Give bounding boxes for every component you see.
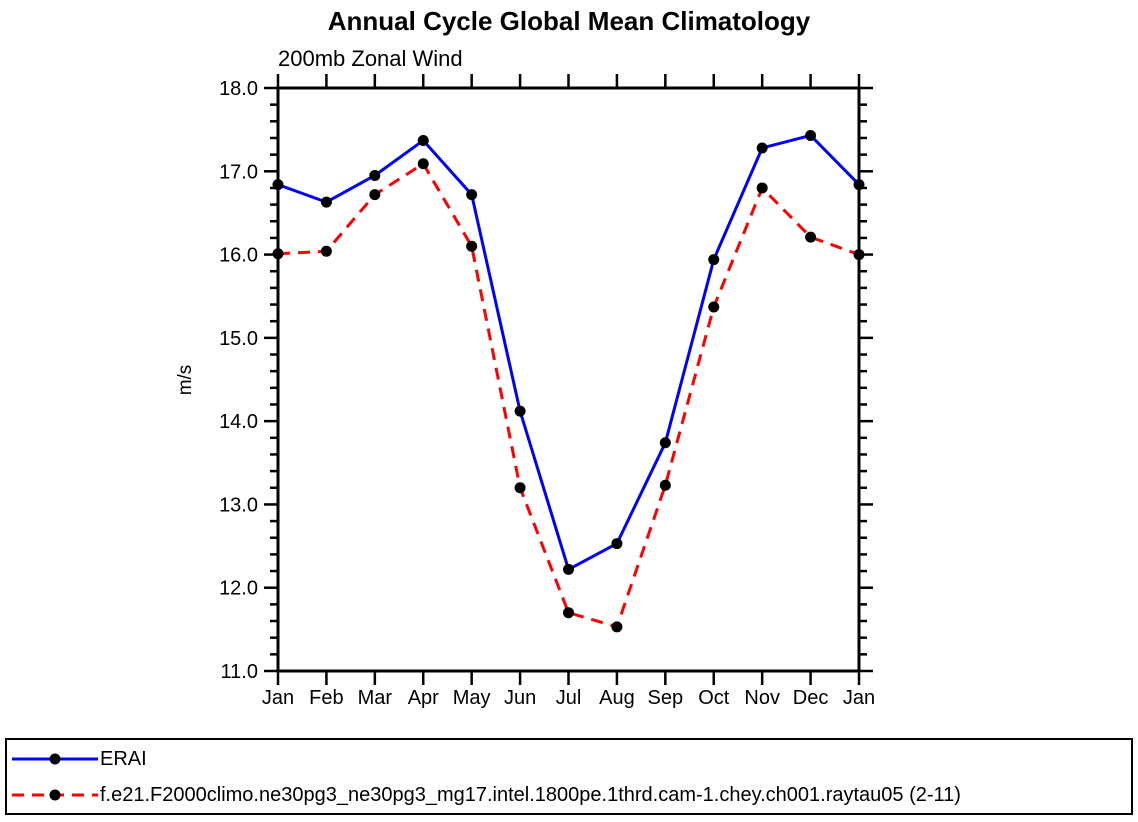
legend-label-1: f.e21.F2000climo.ne30pg3_ne30pg3_mg17.in… [100, 784, 961, 806]
data-point-marker-1 [853, 249, 865, 261]
y-tick-label: 15.0 [219, 328, 258, 350]
y-tick-label: 17.0 [219, 161, 258, 183]
legend-box: ERAI f.e21.F2000climo.ne30pg3_ne30pg3_mg1… [5, 738, 1133, 815]
x-tick-label: Oct [698, 687, 730, 709]
y-tick-label: 13.0 [219, 494, 258, 516]
plot-area: 11.0 12.0 13.0 14.0 15.0 16.0 17.0 18.0 Jan Feb Ma… [219, 74, 875, 709]
x-tick-label: Mar [358, 687, 393, 709]
data-point-marker-1 [369, 189, 381, 201]
data-point-marker-0 [805, 129, 817, 141]
legend-line-sample-0 [12, 753, 98, 765]
x-tick-label: Jun [504, 687, 536, 709]
data-point-marker-0 [659, 437, 671, 449]
data-point-marker-0 [466, 189, 478, 201]
data-point-marker-0 [514, 405, 526, 417]
data-point-marker-0 [417, 134, 429, 146]
data-point-marker-0 [611, 538, 623, 550]
data-point-marker-1 [272, 248, 284, 260]
data-point-marker-1 [756, 182, 768, 194]
y-tick-label: 18.0 [219, 78, 258, 100]
legend-line-sample-1 [12, 789, 98, 801]
x-tick-label: Sep [648, 687, 684, 709]
chart-subtitle: 200mb Zonal Wind [278, 46, 463, 71]
series-line-1 [277, 161, 860, 629]
x-tick-label: Jan [843, 687, 875, 709]
data-point-marker-0 [369, 169, 381, 181]
data-point-marker-1 [611, 621, 623, 633]
x-tick-label: May [453, 687, 491, 709]
y-tick-label: 11.0 [221, 661, 258, 683]
data-point-marker-1 [320, 245, 332, 257]
data-point-marker-0 [756, 142, 768, 154]
data-point-marker-1 [805, 231, 817, 243]
y-tick-label: 12.0 [219, 578, 258, 600]
x-tick-label: Nov [744, 687, 780, 709]
data-point-marker-1 [417, 158, 429, 170]
plot-frame [276, 86, 861, 673]
x-tick-label: Jan [262, 687, 294, 709]
x-tick-label: Aug [599, 687, 635, 709]
data-point-marker-0 [320, 196, 332, 208]
data-point-marker-0 [853, 179, 865, 191]
legend-entry-0: ERAI [10, 741, 1128, 777]
legend-entry-1: f.e21.F2000climo.ne30pg3_ne30pg3_mg17.in… [10, 777, 1128, 813]
data-point-marker-1 [563, 607, 574, 619]
legend-marker-icon [49, 753, 61, 765]
data-point-marker-1 [514, 482, 526, 494]
data-point-marker-0 [272, 179, 284, 191]
y-tick-label: 16.0 [219, 245, 258, 267]
series-line-0 [277, 133, 861, 572]
data-point-marker-1 [708, 301, 720, 313]
x-tick-label: Feb [309, 687, 343, 709]
x-tick-label: Apr [408, 687, 439, 709]
chart-title: Annual Cycle Global Mean Climatology [327, 6, 811, 36]
x-tick-label: Jul [556, 687, 582, 709]
y-tick-label: 14.0 [219, 411, 258, 433]
data-point-marker-1 [466, 240, 478, 252]
data-point-marker-1 [659, 479, 671, 491]
data-point-marker-0 [708, 254, 720, 266]
legend-label-0: ERAI [100, 748, 147, 770]
x-tick-label: Dec [793, 687, 829, 709]
legend-marker-icon [49, 789, 61, 801]
data-point-marker-0 [563, 563, 574, 575]
